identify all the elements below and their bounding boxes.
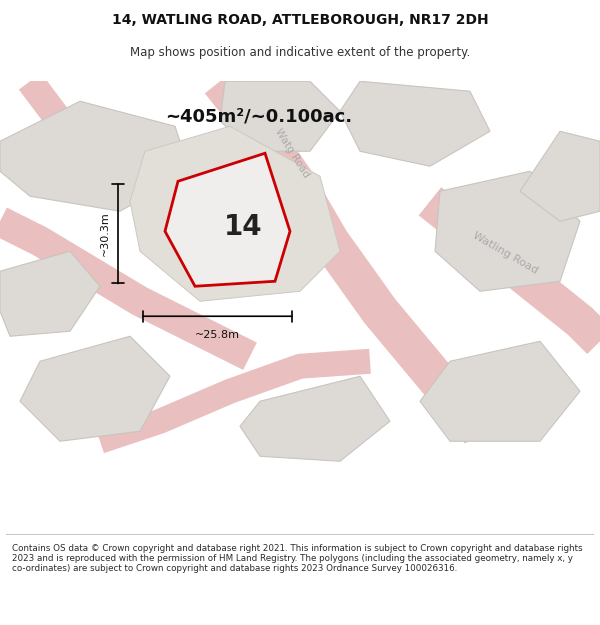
Text: ~30.3m: ~30.3m [100, 211, 110, 256]
Polygon shape [220, 81, 340, 151]
Text: Contains OS data © Crown copyright and database right 2021. This information is : Contains OS data © Crown copyright and d… [12, 544, 583, 573]
Polygon shape [240, 376, 390, 461]
Polygon shape [0, 251, 100, 336]
Polygon shape [340, 81, 490, 166]
Polygon shape [0, 101, 190, 211]
Polygon shape [130, 126, 340, 301]
Text: ~405m²/~0.100ac.: ~405m²/~0.100ac. [165, 107, 352, 125]
Polygon shape [165, 153, 290, 286]
Polygon shape [420, 341, 580, 441]
Polygon shape [20, 336, 170, 441]
Polygon shape [435, 171, 580, 291]
Text: Map shows position and indicative extent of the property.: Map shows position and indicative extent… [130, 46, 470, 59]
Text: Watg Road: Watg Road [273, 127, 311, 179]
Polygon shape [520, 131, 600, 221]
Text: 14, WATLING ROAD, ATTLEBOROUGH, NR17 2DH: 14, WATLING ROAD, ATTLEBOROUGH, NR17 2DH [112, 12, 488, 27]
Text: Watling Road: Watling Road [470, 231, 539, 276]
Text: ~25.8m: ~25.8m [195, 330, 240, 340]
Text: 14: 14 [224, 213, 262, 241]
